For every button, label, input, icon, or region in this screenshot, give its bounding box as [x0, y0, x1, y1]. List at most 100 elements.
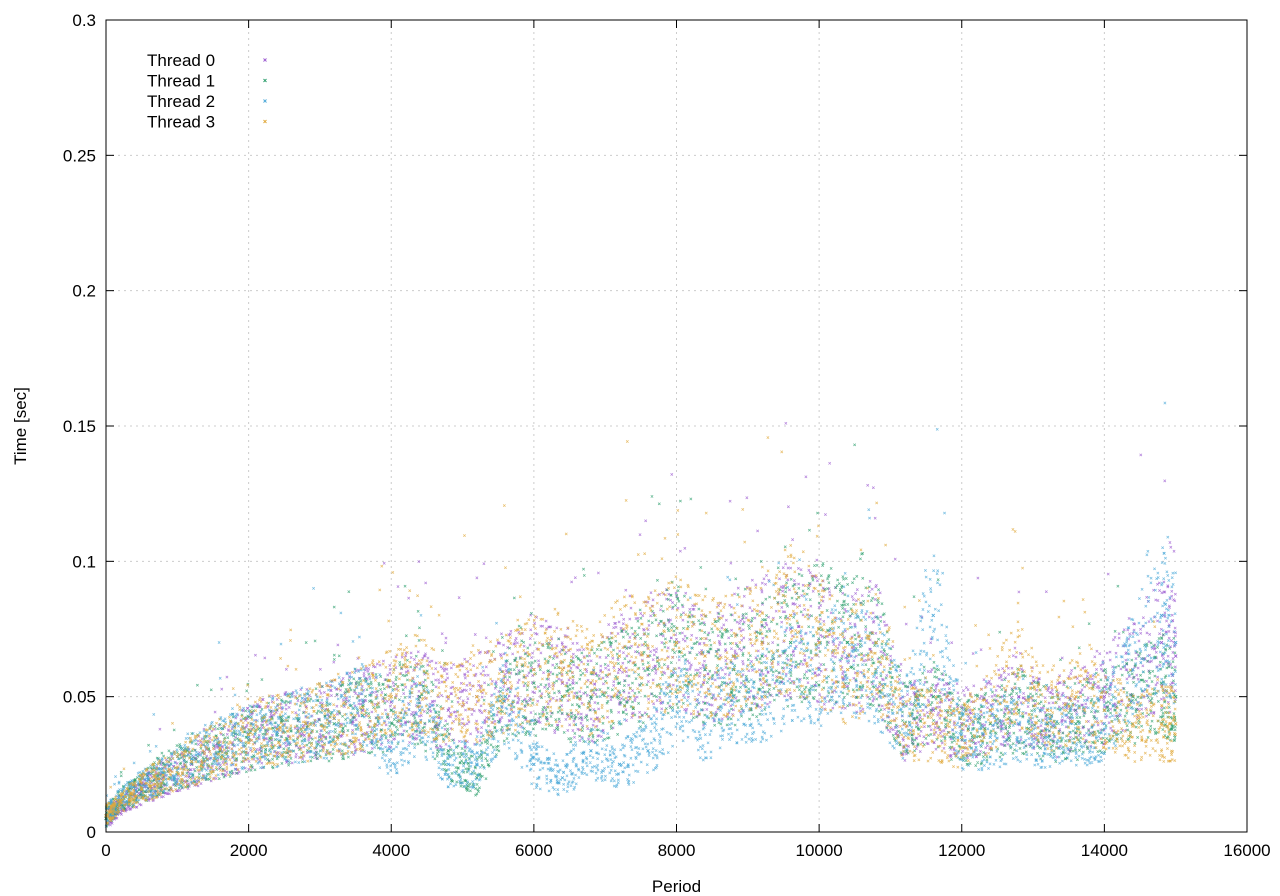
scatter-point	[885, 623, 889, 627]
scatter-point	[694, 668, 698, 672]
scatter-point	[360, 684, 364, 688]
scatter-point	[443, 724, 447, 728]
scatter-point	[289, 756, 293, 760]
scatter-point	[688, 610, 692, 614]
scatter-point	[854, 637, 858, 641]
scatter-point	[993, 693, 997, 697]
scatter-point	[380, 691, 384, 694]
scatter-point	[852, 676, 856, 680]
scatter-point	[631, 700, 634, 704]
scatter-point	[814, 681, 818, 684]
scatter-point	[522, 684, 526, 688]
scatter-point	[860, 594, 864, 597]
scatter-point	[626, 632, 630, 636]
scatter-point	[768, 629, 772, 633]
scatter-point	[829, 566, 833, 570]
scatter-point	[416, 609, 420, 613]
scatter-point	[691, 716, 695, 720]
scatter-point	[1044, 590, 1048, 594]
scatter-point	[629, 606, 633, 610]
scatter-point	[761, 618, 765, 622]
scatter-point	[899, 662, 903, 666]
scatter-point	[529, 711, 533, 715]
scatter-point	[929, 732, 933, 736]
scatter-point	[508, 675, 512, 679]
scatter-point	[464, 688, 468, 692]
scatter-point	[734, 696, 738, 700]
scatter-point	[764, 674, 768, 678]
scatter-point	[955, 682, 959, 686]
scatter-point	[772, 687, 776, 690]
scatter-point	[217, 777, 221, 781]
scatter-point	[956, 691, 960, 695]
scatter-point	[596, 728, 600, 732]
scatter-point	[396, 585, 400, 588]
scatter-point	[660, 673, 664, 677]
scatter-point	[362, 674, 366, 678]
scatter-point	[219, 732, 223, 736]
scatter-point	[808, 571, 812, 575]
scatter-point	[317, 738, 321, 742]
scatter-point	[573, 713, 577, 717]
scatter-point	[668, 704, 672, 708]
scatter-point	[623, 657, 627, 661]
scatter-point	[949, 758, 953, 762]
scatter-point	[831, 654, 835, 658]
scatter-point	[374, 690, 378, 694]
scatter-point	[666, 666, 670, 670]
scatter-point	[614, 625, 618, 629]
scatter-point	[1051, 701, 1055, 705]
scatter-point	[1147, 640, 1151, 644]
scatter-point	[397, 698, 401, 702]
scatter-point	[764, 582, 767, 586]
scatter-point	[747, 627, 751, 630]
scatter-point	[802, 676, 806, 680]
scatter-point	[871, 704, 875, 707]
scatter-point	[657, 622, 661, 626]
scatter-point	[886, 728, 890, 732]
scatter-point	[547, 695, 551, 699]
scatter-point	[733, 723, 737, 727]
scatter-point	[242, 717, 245, 721]
scatter-point	[727, 673, 731, 677]
scatter-point	[1170, 589, 1174, 593]
scatter-point	[860, 636, 864, 640]
series-1	[104, 443, 1178, 828]
scatter-point	[244, 770, 248, 774]
scatter-point	[649, 650, 653, 653]
scatter-point	[325, 730, 329, 734]
scatter-point	[633, 699, 637, 703]
scatter-point	[526, 646, 530, 650]
scatter-point	[889, 680, 893, 684]
scatter-point	[697, 619, 701, 623]
scatter-point	[875, 676, 878, 680]
scatter-point	[1139, 627, 1142, 631]
scatter-point	[552, 654, 556, 658]
scatter-point	[225, 675, 229, 679]
scatter-point	[529, 697, 533, 701]
scatter-point	[555, 644, 559, 648]
scatter-point	[842, 599, 846, 603]
scatter-point	[827, 691, 831, 695]
scatter-point	[332, 605, 336, 609]
scatter-point	[506, 687, 510, 691]
scatter-point	[213, 710, 217, 714]
scatter-point	[625, 712, 629, 716]
scatter-point	[1106, 572, 1110, 576]
scatter-point	[463, 723, 467, 727]
scatter-point	[630, 712, 634, 716]
scatter-point	[786, 704, 790, 708]
scatter-point	[674, 604, 677, 607]
scatter-point	[644, 519, 648, 523]
scatter-point	[381, 659, 385, 663]
scatter-point	[473, 633, 477, 636]
scatter-point	[709, 643, 713, 647]
scatter-point	[933, 670, 937, 674]
scatter-point	[800, 594, 804, 597]
scatter-point	[196, 743, 200, 746]
scatter-point	[699, 666, 702, 670]
scatter-point	[979, 749, 982, 753]
scatter-point	[562, 731, 566, 734]
scatter-point	[599, 648, 603, 652]
scatter-point	[676, 589, 680, 593]
